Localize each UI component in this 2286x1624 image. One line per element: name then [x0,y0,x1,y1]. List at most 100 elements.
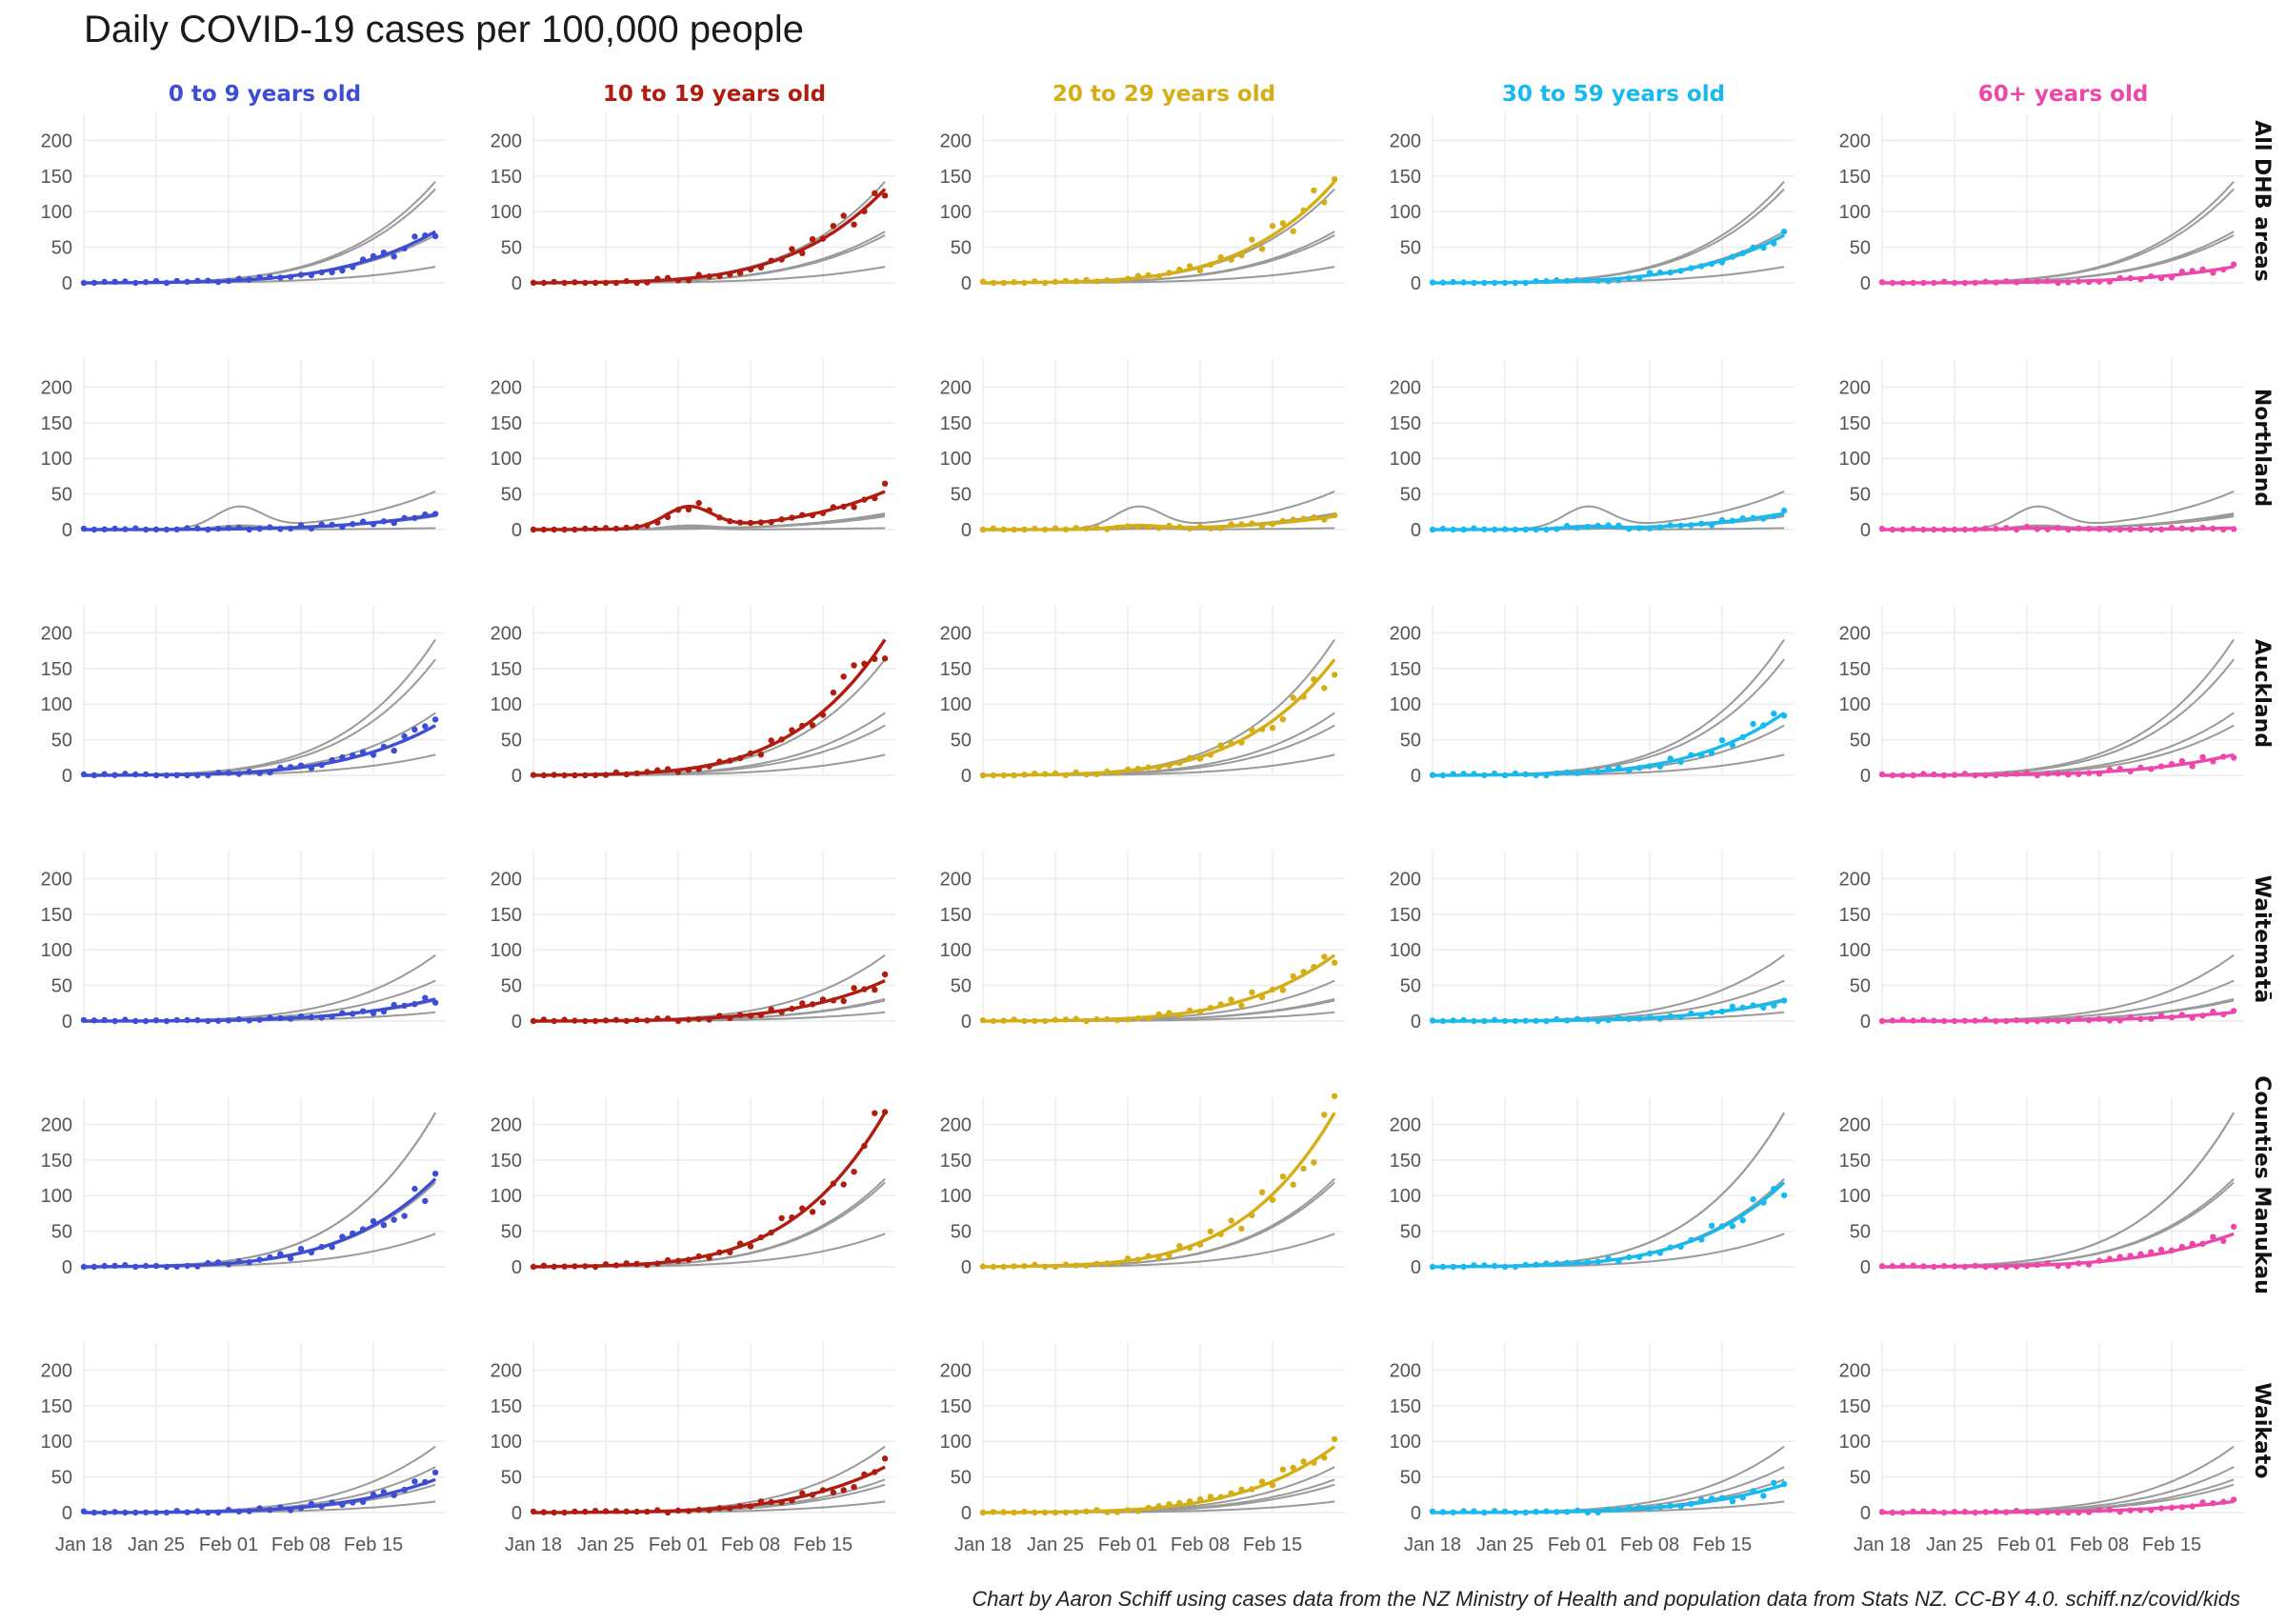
y-tick-label: 50 [1850,1222,1871,1243]
y-tick-label: 150 [1839,413,1871,434]
data-point [1750,1195,1756,1203]
y-tick-label: 200 [940,1114,972,1135]
data-point [1321,199,1328,206]
background-series-line [1433,1466,1785,1514]
y-tick-label: 150 [940,1396,972,1417]
data-point [1228,996,1234,1003]
data-point [1279,716,1287,723]
data-point [1217,742,1224,749]
data-point [1708,1222,1715,1230]
data-point [380,1222,388,1229]
y-tick-label: 100 [491,940,522,961]
panel-auckland-10-to-19-years-old: 0 50 100 150 200 [491,606,895,787]
y-tick-label: 100 [1390,1186,1421,1207]
y-tick-label: 0 [1860,1503,1871,1524]
y-tick-label: 150 [1390,1396,1421,1417]
y-tick-label: 150 [41,167,72,188]
background-series-line [1433,188,1785,284]
x-tick-label: Feb 15 [2142,1534,2201,1555]
y-tick-label: 150 [1839,659,1871,680]
y-tick-label: 50 [1850,1468,1871,1489]
data-point [1269,223,1276,230]
panel-waikato-20-to-29-years-old: 0 50 100 150 200 Jan 18 Jan 25 Feb 01 Feb 08 Feb … [940,1343,1345,1555]
data-point [1279,987,1287,993]
data-point [1279,1466,1287,1474]
series-trend-line [1433,511,1785,531]
data-point [851,985,857,992]
y-tick-label: 200 [491,377,522,398]
y-tick-label: 200 [940,377,972,398]
y-tick-label: 150 [1839,905,1871,926]
data-point [1321,685,1328,692]
panel-waitemat-20-to-29-years-old: 0 50 100 150 200 [940,852,1345,1033]
y-tick-label: 100 [491,1186,522,1207]
y-tick-label: 200 [940,130,972,151]
panel-counties-manukau-0-to-9-years-old: 0 50 100 150 200 [41,1097,446,1278]
data-point [1290,1464,1296,1472]
data-point [851,1484,857,1491]
x-tick-label: Jan 18 [55,1534,112,1555]
y-tick-label: 100 [1839,449,1871,470]
y-tick-label: 0 [511,1257,522,1278]
y-tick-label: 100 [41,1186,72,1207]
y-tick-label: 150 [1390,905,1421,926]
data-point [1331,176,1338,183]
data-point [1331,1093,1338,1100]
y-tick-label: 100 [1839,202,1871,223]
y-tick-label: 100 [940,449,972,470]
data-point [2157,1246,2165,1253]
data-point [881,1455,889,1462]
x-tick-label: Feb 01 [1997,1534,2056,1555]
y-tick-label: 200 [491,1114,522,1135]
series-trend-line [533,188,887,285]
y-tick-label: 0 [511,1503,522,1524]
panel-northland-30-to-59-years-old: 0 50 100 150 200 [1390,360,1795,541]
data-point [1290,972,1296,980]
background-series-line [533,1233,886,1268]
panel-auckland-30-to-59-years-old: 0 50 100 150 200 [1390,606,1795,787]
data-point [391,1216,397,1223]
x-tick-label: Feb 01 [1548,1534,1607,1555]
data-point [881,480,889,487]
data-point [401,732,408,740]
y-tick-label: 150 [491,1151,522,1172]
background-series-line [84,1445,436,1514]
data-point [1780,1192,1788,1199]
y-tick-label: 200 [41,377,72,398]
data-point [1311,1159,1317,1166]
x-tick-label: Jan 25 [577,1534,634,1555]
data-point [411,726,418,733]
series-trend-line [1882,1232,2235,1269]
y-tick-label: 50 [1400,485,1421,506]
y-tick-label: 0 [1860,1012,1871,1033]
data-point [881,192,889,199]
series-trend-line [84,724,436,777]
data-point [1279,220,1287,227]
data-point [851,221,857,228]
y-tick-label: 100 [41,940,72,961]
data-point [851,662,857,669]
background-series-line [1882,1445,2235,1514]
y-tick-label: 150 [940,167,972,188]
y-tick-label: 50 [51,731,72,752]
series-trend-line [1433,712,1786,777]
x-tick-label: Jan 18 [954,1534,1012,1555]
panel-auckland-0-to-9-years-old: 0 50 100 150 200 [41,606,446,787]
background-series-line [83,1112,436,1268]
y-tick-label: 100 [1839,1432,1871,1453]
data-point [1750,720,1756,728]
x-tick-label: Feb 01 [199,1534,258,1555]
data-point [840,1487,847,1494]
chart-caption: Chart by Aaron Schiff using cases data f… [972,1587,2240,1611]
data-point [809,1209,816,1215]
y-tick-label: 150 [41,905,72,926]
panel-waitemat-30-to-59-years-old: 0 50 100 150 200 [1390,852,1795,1033]
panel-counties-manukau-30-to-59-years-old: 0 50 100 150 200 [1390,1097,1795,1278]
data-point [757,752,765,758]
data-point [768,737,774,744]
data-point [431,1469,439,1476]
age-group-strip-label: 0 to 9 years old [169,82,361,107]
series-trend-line [533,1465,886,1514]
x-tick-label: Jan 25 [1476,1534,1534,1555]
y-tick-label: 150 [1390,1151,1421,1172]
